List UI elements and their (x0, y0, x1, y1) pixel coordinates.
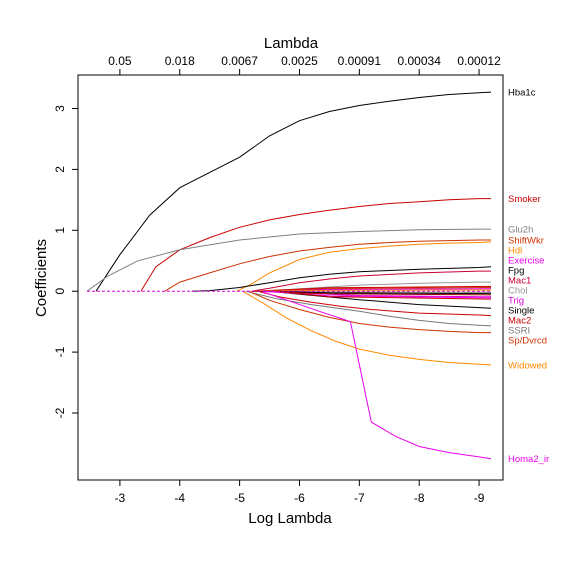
y-tick-label: -2 (53, 407, 67, 418)
coefficient-path-widowed (242, 290, 492, 366)
x-axis-title: Log Lambda (248, 510, 332, 527)
x-tick-label: -7 (354, 491, 365, 505)
series-label-widowed: Widowed (508, 360, 547, 371)
series-label-trig: Trig (508, 296, 524, 307)
y-tick-label: -1 (53, 346, 67, 357)
y-tick-label: 3 (53, 105, 67, 112)
series-label-chol: Chol (508, 286, 528, 297)
series-label-hdl: Hdl (508, 246, 522, 257)
minor-coefficient-path (263, 290, 492, 299)
series-label-ssri: SSRI (508, 326, 530, 337)
top-tick-label: 0.00012 (457, 54, 501, 68)
x-tick-label: -9 (474, 491, 485, 505)
top-tick-label: 0.018 (165, 54, 195, 68)
series-label-shiftwkr: ShiftWkr (508, 236, 544, 247)
coefficient-path-smoker (140, 198, 491, 292)
bottom-axis: -3 -4 -5 -6 -7 -8 -9 (115, 480, 485, 505)
x-tick-label: -5 (234, 491, 245, 505)
minor-coefficient-path (275, 290, 492, 295)
plot-area (77, 74, 504, 481)
plot-frame (77, 74, 504, 481)
series-label-exercise: Exercise (508, 256, 544, 267)
top-tick-label: 0.0067 (221, 54, 258, 68)
coefficient-path-shiftwkr (164, 239, 491, 292)
series-label-glu2h: Glu2h (508, 225, 533, 236)
minor-coefficient-path (251, 285, 492, 292)
series-label-sp-dvrcd: Sp/Dvrcd (508, 336, 547, 347)
y-tick-label: 1 (53, 227, 67, 234)
x-tick-label: -3 (115, 491, 126, 505)
series-label-mac2: Mac2 (508, 316, 531, 327)
series-label-homa2-ir: Homa2_ir (508, 454, 549, 465)
top-tick-label: 0.0025 (281, 54, 318, 68)
series-label-single: Single (508, 306, 534, 317)
series-label-fpg: Fpg (508, 266, 524, 277)
top-axis: 0.05 0.018 0.0067 0.0025 0.00091 0.00034 0.000… (108, 54, 501, 75)
series-label-smoker: Smoker (508, 194, 541, 205)
coefficient-path-glu2h (86, 228, 491, 292)
x-tick-label: -8 (414, 491, 425, 505)
series-label-hba1c: Hba1c (508, 88, 536, 99)
top-axis-title: Lambda (264, 35, 319, 52)
coefficient-path-mac1 (251, 270, 491, 292)
series-layer (86, 91, 492, 460)
y-tick-label: 2 (53, 166, 67, 173)
minor-coefficient-path (275, 290, 492, 300)
left-axis: 3 2 1 0 -1 -2 (53, 105, 78, 418)
top-tick-label: 0.05 (108, 54, 132, 68)
coefficient-path-hba1c (95, 91, 492, 292)
coefficient-path-homa2-ir (260, 290, 492, 460)
coefficient-path-sp-dvrcd (248, 290, 491, 334)
top-tick-label: 0.00091 (338, 54, 382, 68)
coefficient-path-fpg (191, 266, 492, 292)
coefficient-path-hdl (236, 241, 492, 292)
series-labels: Hba1cSmokerGlu2hShiftWkrHdlExerciseFpgMa… (508, 88, 549, 466)
x-tick-label: -4 (174, 491, 185, 505)
top-tick-label: 0.00034 (398, 54, 442, 68)
y-axis-title: Coefficients (33, 239, 50, 317)
y-tick-label: 0 (53, 288, 67, 295)
x-tick-label: -6 (294, 491, 305, 505)
coefficient-path-mac2 (257, 290, 492, 317)
zero-line-layer (86, 285, 492, 300)
series-label-mac1: Mac1 (508, 276, 531, 287)
